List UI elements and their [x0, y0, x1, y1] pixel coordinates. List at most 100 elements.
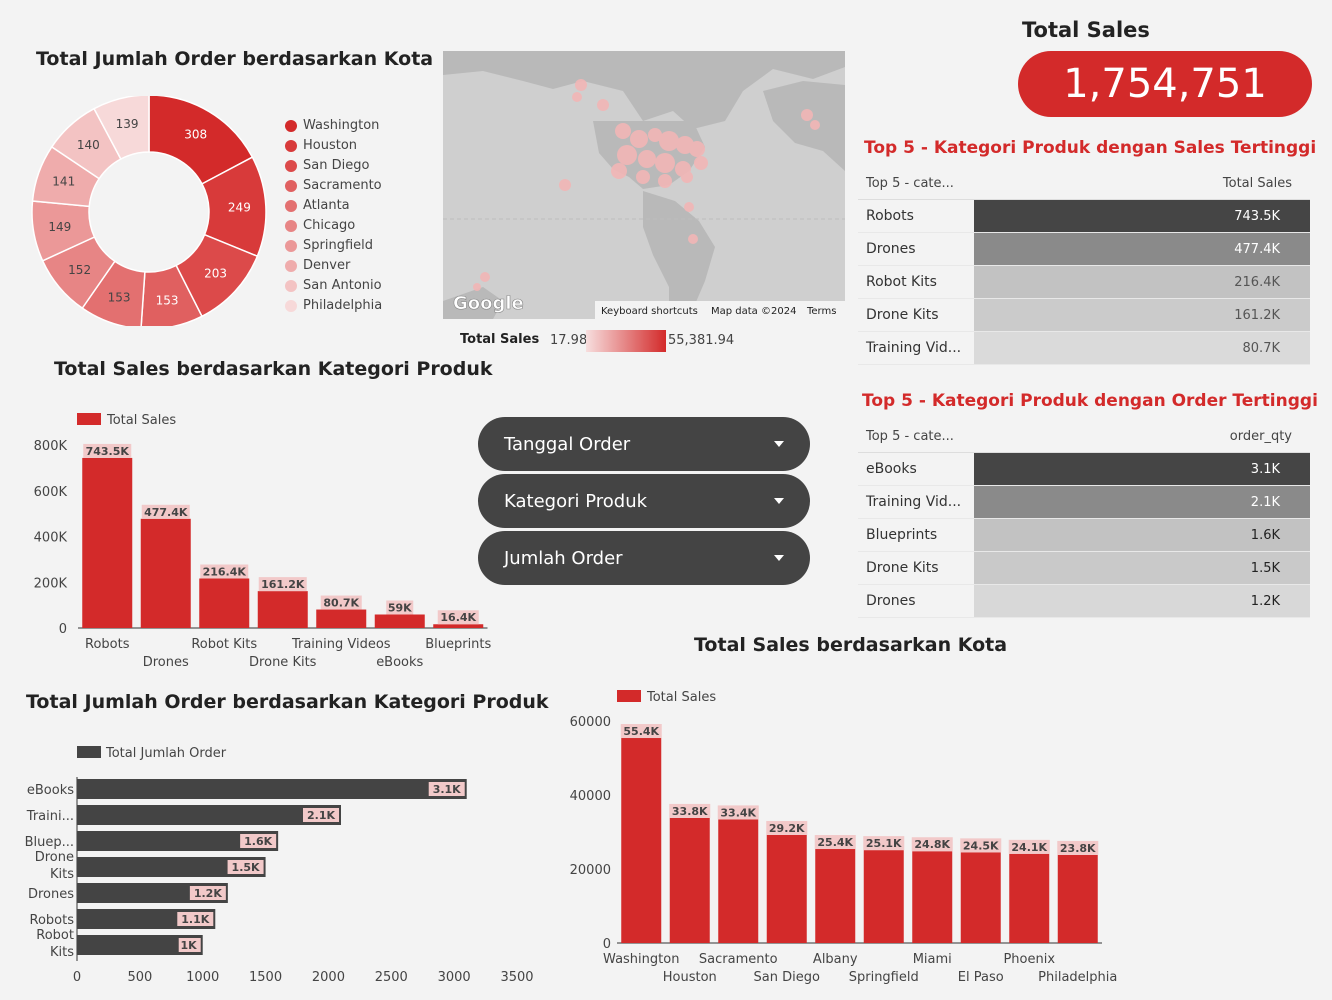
bar-drone-kits	[77, 857, 266, 877]
legend-label: Philadelphia	[303, 298, 383, 313]
data-label-bg	[911, 837, 953, 852]
bar-san-diego	[766, 834, 807, 943]
legend-item-atlanta[interactable]: Atlanta	[285, 198, 350, 213]
legend-label: Denver	[303, 258, 351, 273]
map-canvas[interactable]: Google Keyboard shortcuts Map data ©2024…	[443, 51, 845, 319]
legend-item-houston[interactable]: Houston	[285, 138, 357, 153]
bar-robots	[82, 457, 133, 628]
legend-item-denver[interactable]: Denver	[285, 258, 350, 273]
table-row-value: 1.5K	[974, 552, 1310, 584]
data-label-bg	[258, 577, 307, 592]
table-row-label: Training Vid...	[866, 340, 962, 356]
sales-map[interactable]: Google Keyboard shortcuts Map data ©2024…	[443, 51, 845, 319]
y-tick-label: Robot	[36, 928, 74, 943]
legend-swatch	[285, 159, 297, 172]
table-row-value: 1.6K	[974, 519, 1310, 551]
table-row-value: 216.4K	[974, 266, 1310, 298]
legend-swatch	[77, 413, 101, 425]
table-row[interactable]: Robots 743.5K	[858, 200, 1310, 233]
data-label: 25.4K	[817, 836, 853, 849]
table-row-label: eBooks	[866, 461, 917, 477]
y-tick-label: 200K	[34, 576, 68, 591]
data-label: 161.2K	[261, 578, 305, 591]
data-label: 1K	[181, 939, 198, 952]
data-label: 24.1K	[1011, 841, 1047, 854]
y-tick-label: Robots	[30, 913, 75, 928]
chevron-down-icon	[774, 555, 784, 561]
chart-legend: Total Jumlah Order	[77, 746, 227, 761]
donut-chart: 308 249 203 153 153 152 149 141 140 139	[31, 96, 267, 326]
table-row-label: Robot Kits	[866, 274, 937, 290]
legend-item-chicago[interactable]: Chicago	[285, 218, 355, 233]
table-row-value: 161.2K	[974, 299, 1310, 331]
legend-item-san-antonio[interactable]: San Antonio	[285, 278, 382, 293]
y-tick-label: Bluep...	[25, 835, 74, 850]
donut-slice-label: 308	[184, 127, 207, 141]
legend-item-springfield[interactable]: Springfield	[285, 238, 373, 253]
x-tick-label: Philadelphia	[1038, 970, 1117, 985]
sales-by-city-title: Total Sales berdasarkan Kota	[694, 634, 1008, 656]
table-header-value[interactable]: Total Sales	[1222, 175, 1292, 191]
legend-item-san-diego[interactable]: San Diego	[285, 158, 369, 173]
table-row[interactable]: Drone Kits 1.5K	[858, 552, 1310, 585]
table-header: Top 5 - cate... Total Sales	[858, 167, 1310, 200]
table-row-label: Drone Kits	[866, 560, 939, 576]
map-legend-min: 17.98	[550, 333, 588, 348]
table-row[interactable]: eBooks 3.1K	[858, 453, 1310, 486]
chart-legend: Total Sales	[77, 413, 176, 428]
map-terms-link[interactable]: Terms	[806, 306, 836, 317]
data-label-bg	[960, 838, 1002, 853]
table-row[interactable]: Training Vid... 80.7K	[858, 332, 1310, 365]
data-label-bg	[178, 938, 201, 952]
data-label: 33.8K	[672, 805, 708, 818]
data-label-bg	[437, 610, 479, 625]
table-row[interactable]: Drone Kits 161.2K	[858, 299, 1310, 332]
filter-tanggal-order[interactable]: Tanggal Order	[478, 417, 810, 471]
data-label: 2.1K	[307, 809, 335, 822]
table-row[interactable]: Blueprints 1.6K	[858, 519, 1310, 552]
legend-item-washington[interactable]: Washington	[285, 118, 379, 133]
data-label: 55.4K	[623, 725, 659, 738]
map-data-credit: Map data ©2024	[711, 306, 796, 317]
table-header-category[interactable]: Top 5 - cate...	[866, 428, 954, 444]
filter-jumlah-order[interactable]: Jumlah Order	[478, 531, 810, 585]
table-row[interactable]: Robot Kits 216.4K	[858, 266, 1310, 299]
data-label-bg	[200, 564, 249, 579]
legend-label: Houston	[303, 138, 358, 153]
table-header-value[interactable]: order_qty	[1229, 428, 1292, 444]
data-label-bg	[1008, 839, 1050, 854]
legend-swatch	[285, 239, 297, 252]
map-legend-gradient	[586, 330, 666, 352]
top5-orders-table: Top 5 - cate... order_qty eBooks 3.1K Trai…	[858, 420, 1310, 618]
bar-sacramento	[718, 819, 759, 943]
bar-ebooks	[77, 779, 467, 799]
legend-label: Chicago	[303, 218, 356, 233]
map-keyboard-shortcuts[interactable]: Keyboard shortcuts	[601, 306, 698, 317]
data-label: 743.5K	[86, 445, 130, 458]
legend-label: San Diego	[303, 158, 370, 173]
y-tick-label: eBooks	[27, 783, 74, 798]
data-label-bg	[428, 782, 465, 796]
x-tick-label: Robots	[85, 637, 130, 652]
table-row-value: 477.4K	[974, 233, 1310, 265]
total-sales-title: Total Sales	[1022, 18, 1150, 42]
map-legend-label: Total Sales	[460, 332, 540, 347]
donut-chart-title: Total Jumlah Order berdasarkan Kota	[36, 48, 434, 70]
bar-phoenix	[1009, 853, 1050, 943]
table-row[interactable]: Drones 1.2K	[858, 585, 1310, 618]
table-row[interactable]: Training Vid... 2.1K	[858, 486, 1310, 519]
orders-by-category-chart: Total Jumlah Order 3.1K eBooks 2.1K Traini..…	[25, 746, 534, 985]
legend-swatch	[617, 690, 641, 702]
data-label: 33.4K	[720, 806, 756, 819]
donut-slice-label: 139	[116, 117, 139, 131]
y-tick-label: 800K	[34, 439, 68, 454]
data-label-bg	[303, 808, 339, 822]
legend-item-philadelphia[interactable]: Philadelphia	[285, 298, 382, 313]
donut-slice-label: 153	[156, 294, 179, 308]
table-row[interactable]: Drones 477.4K	[858, 233, 1310, 266]
legend-label: Total Jumlah Order	[105, 746, 227, 761]
table-header-category[interactable]: Top 5 - cate...	[866, 175, 954, 191]
data-label-bg	[141, 504, 190, 519]
legend-item-sacramento[interactable]: Sacramento	[285, 178, 382, 193]
filter-kategori-produk[interactable]: Kategori Produk	[478, 474, 810, 528]
